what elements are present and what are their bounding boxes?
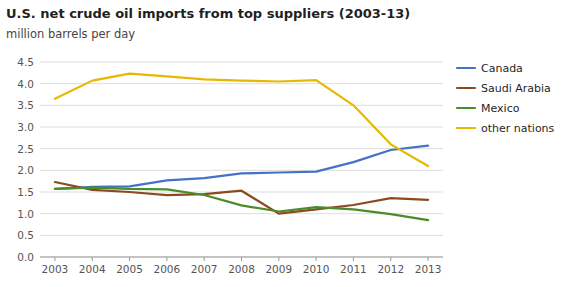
x-tick (166, 257, 167, 261)
subtitle: million barrels per day (6, 27, 135, 41)
x-tick (316, 257, 317, 261)
chart: U.S. net crude oil imports from top supp… (0, 0, 575, 287)
series-line (55, 188, 428, 221)
grid-line (40, 170, 443, 171)
x-tick (54, 257, 55, 261)
legend-label: Saudi Arabia (481, 82, 551, 95)
legend-swatch (457, 107, 475, 109)
grid-line (40, 235, 443, 236)
x-tick-label: 2004 (79, 263, 106, 275)
legend-swatch (457, 67, 475, 69)
grid-line (40, 62, 443, 63)
x-tick (92, 257, 93, 261)
x-tick-label: 2006 (154, 263, 181, 275)
y-tick-label: 3.5 (17, 99, 34, 111)
legend-label: other nations (481, 122, 555, 135)
legend-swatch (457, 87, 475, 89)
y-tick-label: 4.5 (17, 56, 34, 68)
grid-line (40, 83, 443, 84)
x-tick (241, 257, 242, 261)
legend-label: Canada (481, 62, 523, 75)
chart-container: U.S. net crude oil imports from top supp… (0, 0, 575, 287)
x-tick-label: 2007 (191, 263, 218, 275)
x-tick (428, 257, 429, 261)
x-tick-label: 2008 (228, 263, 255, 275)
grid-line (40, 127, 443, 128)
y-tick-label: 0.0 (17, 251, 34, 263)
legend-swatch (457, 127, 475, 129)
legend: Canada Saudi Arabia Mexico other nations (457, 62, 555, 135)
x-tick (278, 257, 279, 261)
x-tick (129, 257, 130, 261)
series-line (55, 182, 428, 214)
x-tick-label: 2013 (415, 263, 442, 275)
x-tick-label: 2011 (340, 263, 367, 275)
title: U.S. net crude oil imports from top supp… (6, 6, 410, 21)
x-tick-label: 2010 (303, 263, 330, 275)
x-tick (390, 257, 391, 261)
y-tick-label: 1.5 (17, 186, 34, 198)
y-tick-label: 0.5 (17, 229, 34, 241)
plot-area (55, 74, 428, 220)
x-tick-label: 2003 (42, 263, 69, 275)
x-tick (204, 257, 205, 261)
y-tick-label: 4.0 (17, 78, 34, 90)
x-tick (353, 257, 354, 261)
y-tick-label: 2.5 (17, 143, 34, 155)
x-tick-label: 2005 (116, 263, 143, 275)
grid-line (40, 105, 443, 106)
x-tick-label: 2009 (265, 263, 292, 275)
y-tick-label: 2.0 (17, 164, 34, 176)
series-line (55, 146, 428, 189)
legend-label: Mexico (481, 102, 520, 115)
x-tick-label: 2012 (377, 263, 404, 275)
y-tick-label: 1.0 (17, 208, 34, 220)
grid-line (40, 148, 443, 149)
y-tick-label: 3.0 (17, 121, 34, 133)
series-line (55, 74, 428, 166)
